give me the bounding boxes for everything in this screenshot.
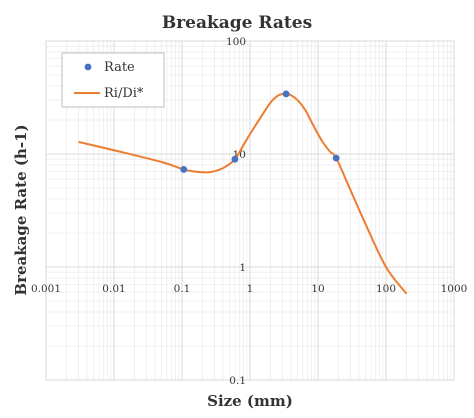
plot-area-border <box>45 40 455 381</box>
x-tick-label: 0.1 <box>174 283 191 295</box>
x-tick-label: 1000 <box>441 283 468 295</box>
legend-box <box>61 52 165 108</box>
chart-title: Breakage Rates <box>162 13 312 33</box>
x-tick-label: 1 <box>247 283 254 295</box>
y-axis-label-main: Breakage Rate <box>12 166 30 295</box>
series-layer <box>78 90 408 295</box>
rate-marker <box>180 166 188 173</box>
x-tick-label: 10 <box>311 283 324 295</box>
legend-ri-di-label: Ri/Di* <box>104 86 144 101</box>
x-tick-label: 0.001 <box>31 283 61 295</box>
y-tick-label: 100 <box>226 36 246 48</box>
rate-marker <box>282 90 290 98</box>
y-tick-label: 1 <box>239 262 246 274</box>
y-axis-label-unit: (h-1) <box>12 124 30 166</box>
x-tick-labels: 0.001 0.01 0.1 1 10 100 1000 <box>31 283 467 295</box>
legend: Rate Ri/Di* <box>61 52 165 108</box>
y-tick-label: 0.1 <box>229 375 246 387</box>
legend-rate-marker <box>84 63 92 71</box>
x-tick-label: 100 <box>376 283 396 295</box>
x-tick-label: 0.01 <box>102 283 125 295</box>
y-axis-label: Breakage Rate (h-1) <box>12 124 30 295</box>
rate-marker <box>231 155 239 163</box>
x-axis-label: Size (mm) <box>207 392 293 410</box>
legend-rate-label: Rate <box>104 60 135 75</box>
rate-marker <box>332 154 340 162</box>
